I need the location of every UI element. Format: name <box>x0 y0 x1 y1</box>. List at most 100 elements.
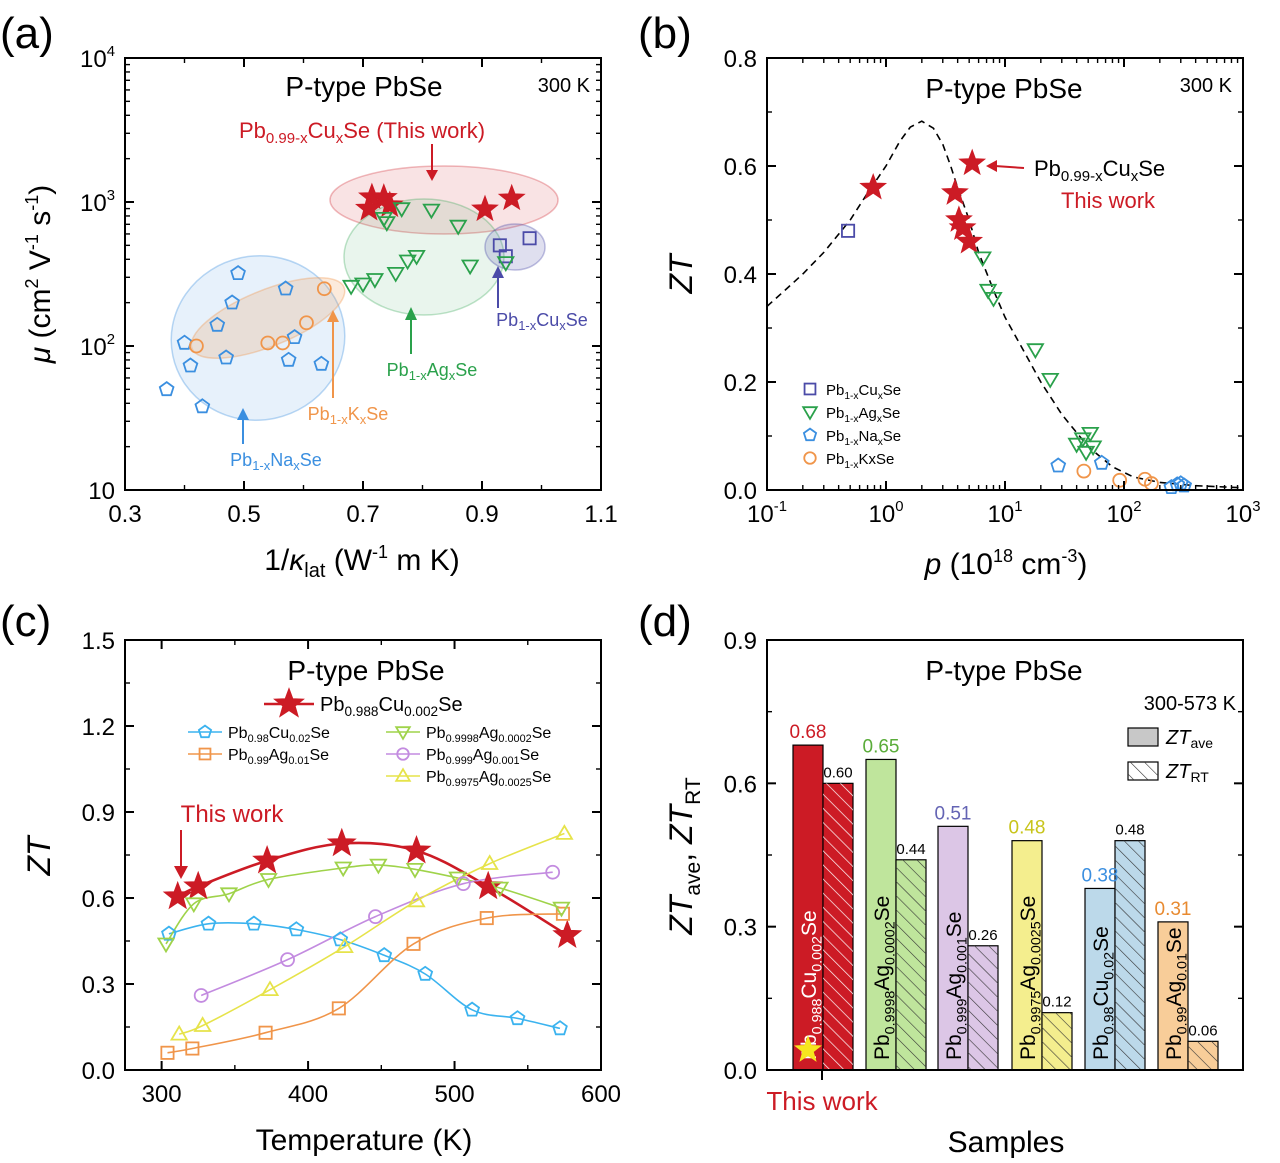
this-work-star-icon <box>794 1035 822 1062</box>
panel-b-xtick-label: 101 <box>988 499 1023 528</box>
value-label-ztave-pb0-9998ag0-0002se: 0.65 <box>863 736 900 757</box>
panel-c-xtick-label: 400 <box>288 1081 328 1108</box>
ellipse-na <box>170 255 346 421</box>
category-label-pb0-98cu0-02se: Pb0.98Cu0.02Se <box>1090 926 1117 1060</box>
bar-ztave-pb0-9975ag0-0025se <box>1011 840 1043 1071</box>
point-pb0-999ag0-001se <box>280 952 295 968</box>
panel-a-annot-cu: Pb1-xCuxSe <box>496 310 588 333</box>
panel-b-xtick-label: 103 <box>1226 499 1261 528</box>
point-pb0-98cu0-02se <box>245 915 262 931</box>
point-pb1-xkxse <box>1076 463 1092 479</box>
bar-ztrt-hatch-pb0-9998ag0-0002se <box>896 859 926 1070</box>
point-pb0-99ag0-01se <box>331 1001 346 1016</box>
point-pb1-xagxse <box>978 283 998 300</box>
point-pb1-xnaxse <box>280 351 297 367</box>
point-pb0-999ag0-001se <box>193 988 209 1003</box>
panel-b-points <box>841 148 1193 495</box>
legend-marker-pb1-xkxse <box>803 451 817 465</box>
point-pb0-9998ag0-0002se <box>552 901 571 918</box>
point-pb1-xnaxse <box>194 398 211 414</box>
panel-a-xtick-label: 0.5 <box>227 501 260 528</box>
panel-c-xtick-label: 300 <box>142 1081 182 1108</box>
panel-d-ytick-label: 0.0 <box>724 1058 757 1085</box>
point-pb1-xagxse <box>422 203 441 220</box>
point-pb1-xkxse <box>316 281 332 297</box>
panel-a-annot-ag: Pb1-xAgxSe <box>387 360 478 383</box>
panel-a-arrowhead-k <box>327 310 339 322</box>
point-pb1-xagxse <box>1073 432 1092 449</box>
panel-c-xtick-label: 500 <box>435 1081 475 1108</box>
point-pb0-98cu0-02se <box>161 925 177 941</box>
panel-b-temperature: 300 K <box>1180 75 1233 97</box>
panel-a-ytick-label: 103 <box>80 188 115 217</box>
panel-label-b: (b) <box>638 9 692 58</box>
legend-marker-pb0-99ag0-01se <box>198 747 212 761</box>
panel-a-xtick-label: 1.1 <box>584 501 617 528</box>
line-pb0-999ag0-001se <box>200 871 553 997</box>
point-pb1-xagxse <box>1076 445 1096 462</box>
panel-b: 10-1 100 101 102 103 0.0 0.2 0.4 0.6 0.8 P-type P… <box>663 46 1260 581</box>
point-pb1-xnaxse <box>182 357 199 373</box>
panel-b-ytick-label: 0.4 <box>724 262 757 289</box>
panel-a-annot-cu-this: Pb0.99-xCuxSe (This work) <box>239 118 485 147</box>
point-pb1-xagxse <box>365 273 385 289</box>
panel-d-ytick-label: 0.3 <box>724 915 757 942</box>
value-label-ztave-pb0-9975ag0-0025se: 0.48 <box>1009 818 1046 839</box>
point-pb1-xagxse <box>449 219 468 236</box>
value-label-ztave-pb0-999ag0-001se: 0.51 <box>935 803 972 824</box>
panel-c-xtick-label: 600 <box>581 1081 621 1108</box>
panel-d-ylabel: ZTave, ZTRT <box>663 777 705 936</box>
panel-a-points <box>158 182 537 414</box>
panel-a-xtick-label: 0.3 <box>108 501 141 528</box>
panel-b-ytick-label: 0.0 <box>724 478 757 505</box>
point-pb1-xnaxse <box>230 264 246 281</box>
point-pb1-xagxse <box>496 256 515 272</box>
point-pb0-98cu0-02se <box>417 965 434 981</box>
point-pb1-xnaxse <box>277 280 294 296</box>
point-pb0-999ag0-001se <box>545 864 561 880</box>
point-pb0-988cu0-002se <box>183 870 214 900</box>
panel-b-frame <box>766 57 1244 491</box>
panel-c-axes: 300 400 500 600 0.0 0.3 0.6 0.9 1.2 1.5 <box>82 628 621 1108</box>
panel-b-xtick-label: 10-1 <box>747 499 787 528</box>
point-pb1-xagxse <box>1041 372 1060 389</box>
panel-b-ytick-label: 0.8 <box>724 46 757 73</box>
legend-label-pb0-9998ag0-0002se: Pb0.9998Ag0.0002Se <box>426 725 551 745</box>
point-pb1-xnaxse <box>286 328 303 345</box>
panel-c-arrowhead <box>174 866 188 879</box>
legend-marker-pb0-988cu0-002se <box>273 687 305 718</box>
point-pb0-98cu0-02se <box>464 1001 481 1017</box>
legend-label-ztave: ZTave <box>1165 727 1213 751</box>
point-pb1-xkxse <box>189 338 204 354</box>
point-pb0-99-xcuxse <box>955 226 984 254</box>
point-pb0-9975ag0-0025se <box>260 980 280 996</box>
point-pb0-9975ag0-0025se <box>480 854 499 870</box>
legend-swatch-ztave <box>1127 727 1159 747</box>
panel-d-temperature: 300-573 K <box>1144 693 1237 715</box>
panel-d-ytick-label: 0.6 <box>724 771 757 798</box>
point-pb0-99-xcuxse <box>859 172 888 200</box>
value-label-ztrt-pb0-988cu0-002se: 0.60 <box>823 764 852 781</box>
bar-ztave-pb0-98cu0-02se <box>1084 887 1116 1071</box>
legend-label-ztrt: ZTRT <box>1165 761 1209 785</box>
panel-a-ytick-label: 104 <box>80 44 115 73</box>
point-pb0-9975ag0-0025se <box>407 891 426 908</box>
point-pb0-988cu0-002se <box>326 827 357 857</box>
panel-b-axes: 10-1 100 101 102 103 0.0 0.2 0.4 0.6 0.8 <box>724 46 1261 528</box>
line-pb0-99ag0-01se <box>167 913 563 1054</box>
panel-a-xlabel: 1/κlat (W-1 m K) <box>264 542 459 582</box>
point-pb0-99ag0-01se <box>555 906 570 921</box>
panel-b-xlabel: p (1018 cm-3) <box>924 546 1088 581</box>
category-label-pb0-999ag0-001se: Pb0.999Ag0.001Se <box>943 912 970 1060</box>
point-pb0-99ag0-01se <box>406 936 421 951</box>
line-pb0-9975ag0-0025se <box>178 832 565 1035</box>
panel-label-a: (a) <box>0 9 54 58</box>
point-pb0-98cu0-02se <box>200 915 217 931</box>
panel-d: 0.680.60Pb0.988Cu0.002Se0.650.44Pb0.9998… <box>663 628 1244 1159</box>
value-label-ztrt-pb0-999ag0-001se: 0.26 <box>968 927 997 944</box>
point-pb1-xagxse <box>984 291 1003 308</box>
panel-a-ytick-label: 10 <box>88 478 115 505</box>
legend-marker-pb1-xcuxse <box>803 382 817 396</box>
point-pb0-99-xcuxse-this-work <box>355 193 383 221</box>
